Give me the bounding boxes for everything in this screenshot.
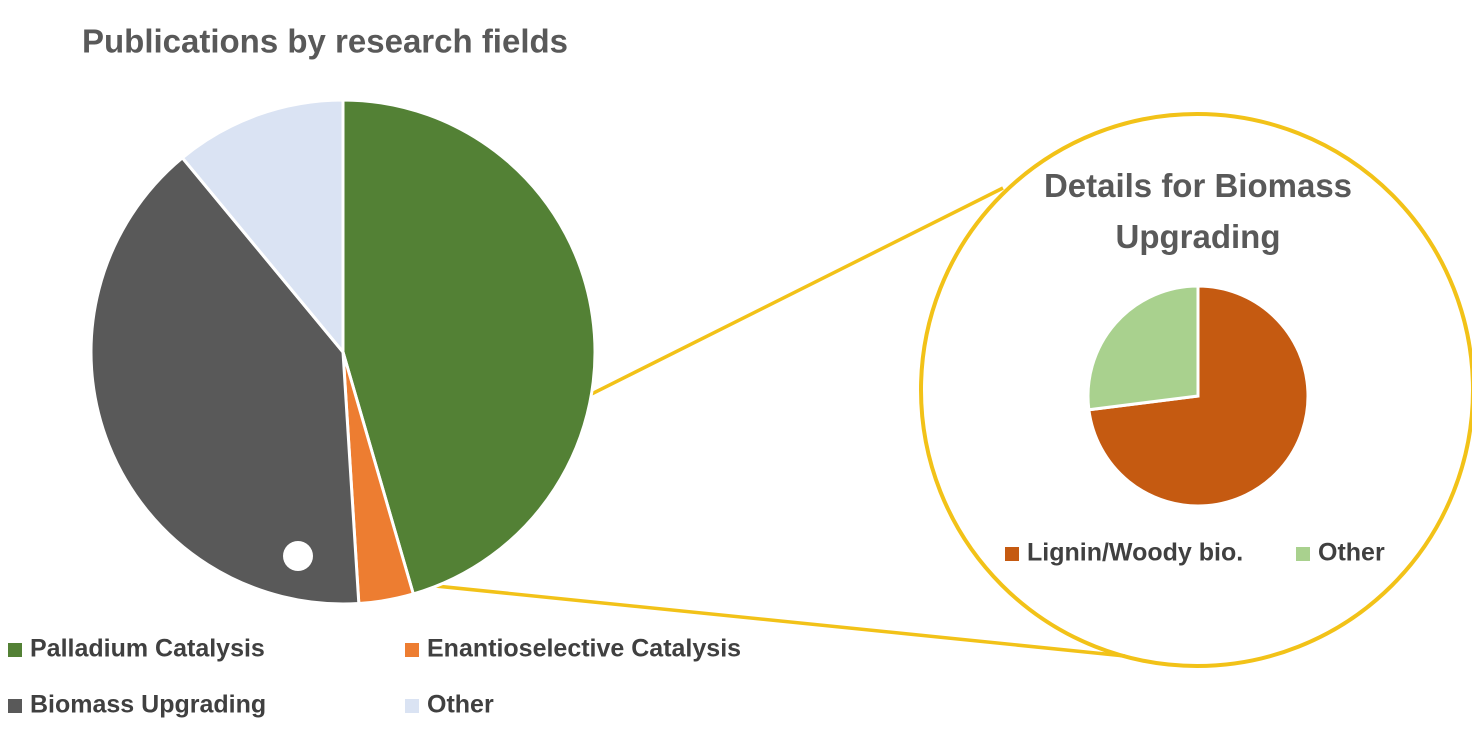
- chart-title: Publications by research fields: [82, 23, 568, 60]
- legend-label: Other: [427, 691, 494, 719]
- legend-swatch: [405, 699, 419, 713]
- legend-label: Other: [1318, 539, 1385, 567]
- zoom-circle: [919, 112, 1472, 668]
- legend-label: Biomass Upgrading: [30, 691, 266, 719]
- legend-swatch: [405, 643, 419, 657]
- legend-swatch: [1005, 547, 1019, 561]
- legend-swatch: [8, 699, 22, 713]
- pie-slice: [180, 98, 345, 357]
- pie-slice: [1086, 284, 1200, 412]
- zoom-marker: [283, 541, 313, 571]
- legend-swatch: [1296, 547, 1310, 561]
- legend-label: Lignin/Woody bio.: [1027, 539, 1243, 567]
- chart-title: Details for Biomass Upgrading: [1043, 167, 1353, 255]
- legend-label: Enantioselective Catalysis: [427, 635, 741, 663]
- legend-label: Palladium Catalysis: [30, 635, 265, 663]
- pie-slice: [341, 98, 597, 596]
- legend-swatch: [8, 643, 22, 657]
- pie-slice: [89, 155, 361, 606]
